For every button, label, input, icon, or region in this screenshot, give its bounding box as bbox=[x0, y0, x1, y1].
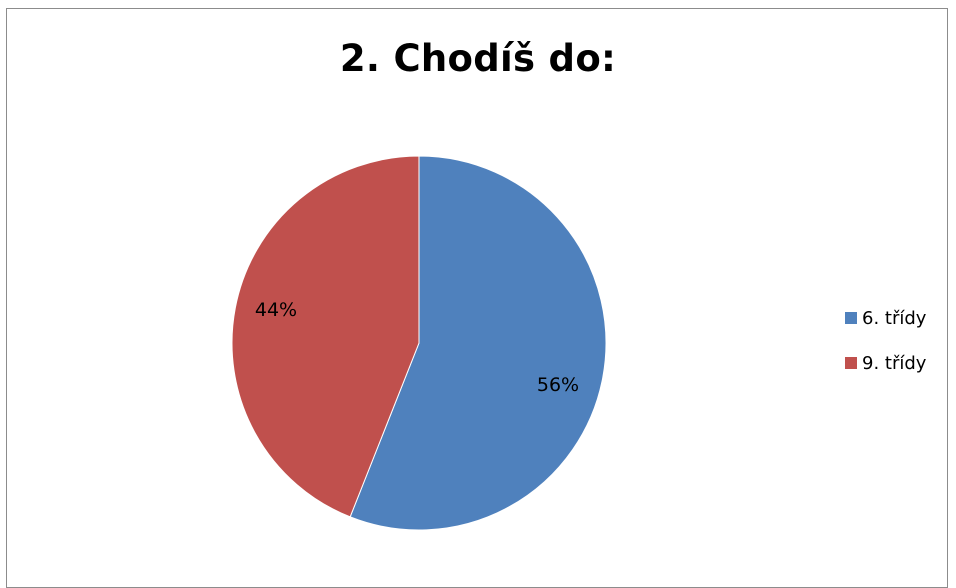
legend-item-6-tridy: 6. třídy bbox=[845, 306, 926, 330]
pie-slice-6-tridy bbox=[349, 155, 607, 531]
data-label-9-tridy: 44% bbox=[255, 299, 297, 321]
pie-slice-9-tridy bbox=[231, 155, 420, 518]
legend-swatch-9-tridy bbox=[845, 357, 857, 369]
legend-item-9-tridy: 9. třídy bbox=[845, 351, 926, 375]
legend-label-6-tridy: 6. třídy bbox=[862, 307, 927, 329]
legend-label-9-tridy: 9. třídy bbox=[862, 352, 927, 374]
chart-title: 2. Chodíš do: bbox=[339, 37, 617, 80]
legend-swatch-6-tridy bbox=[845, 312, 857, 324]
legend: 6. třídy 9. třídy bbox=[845, 306, 926, 396]
data-label-6-tridy: 56% bbox=[537, 374, 579, 396]
